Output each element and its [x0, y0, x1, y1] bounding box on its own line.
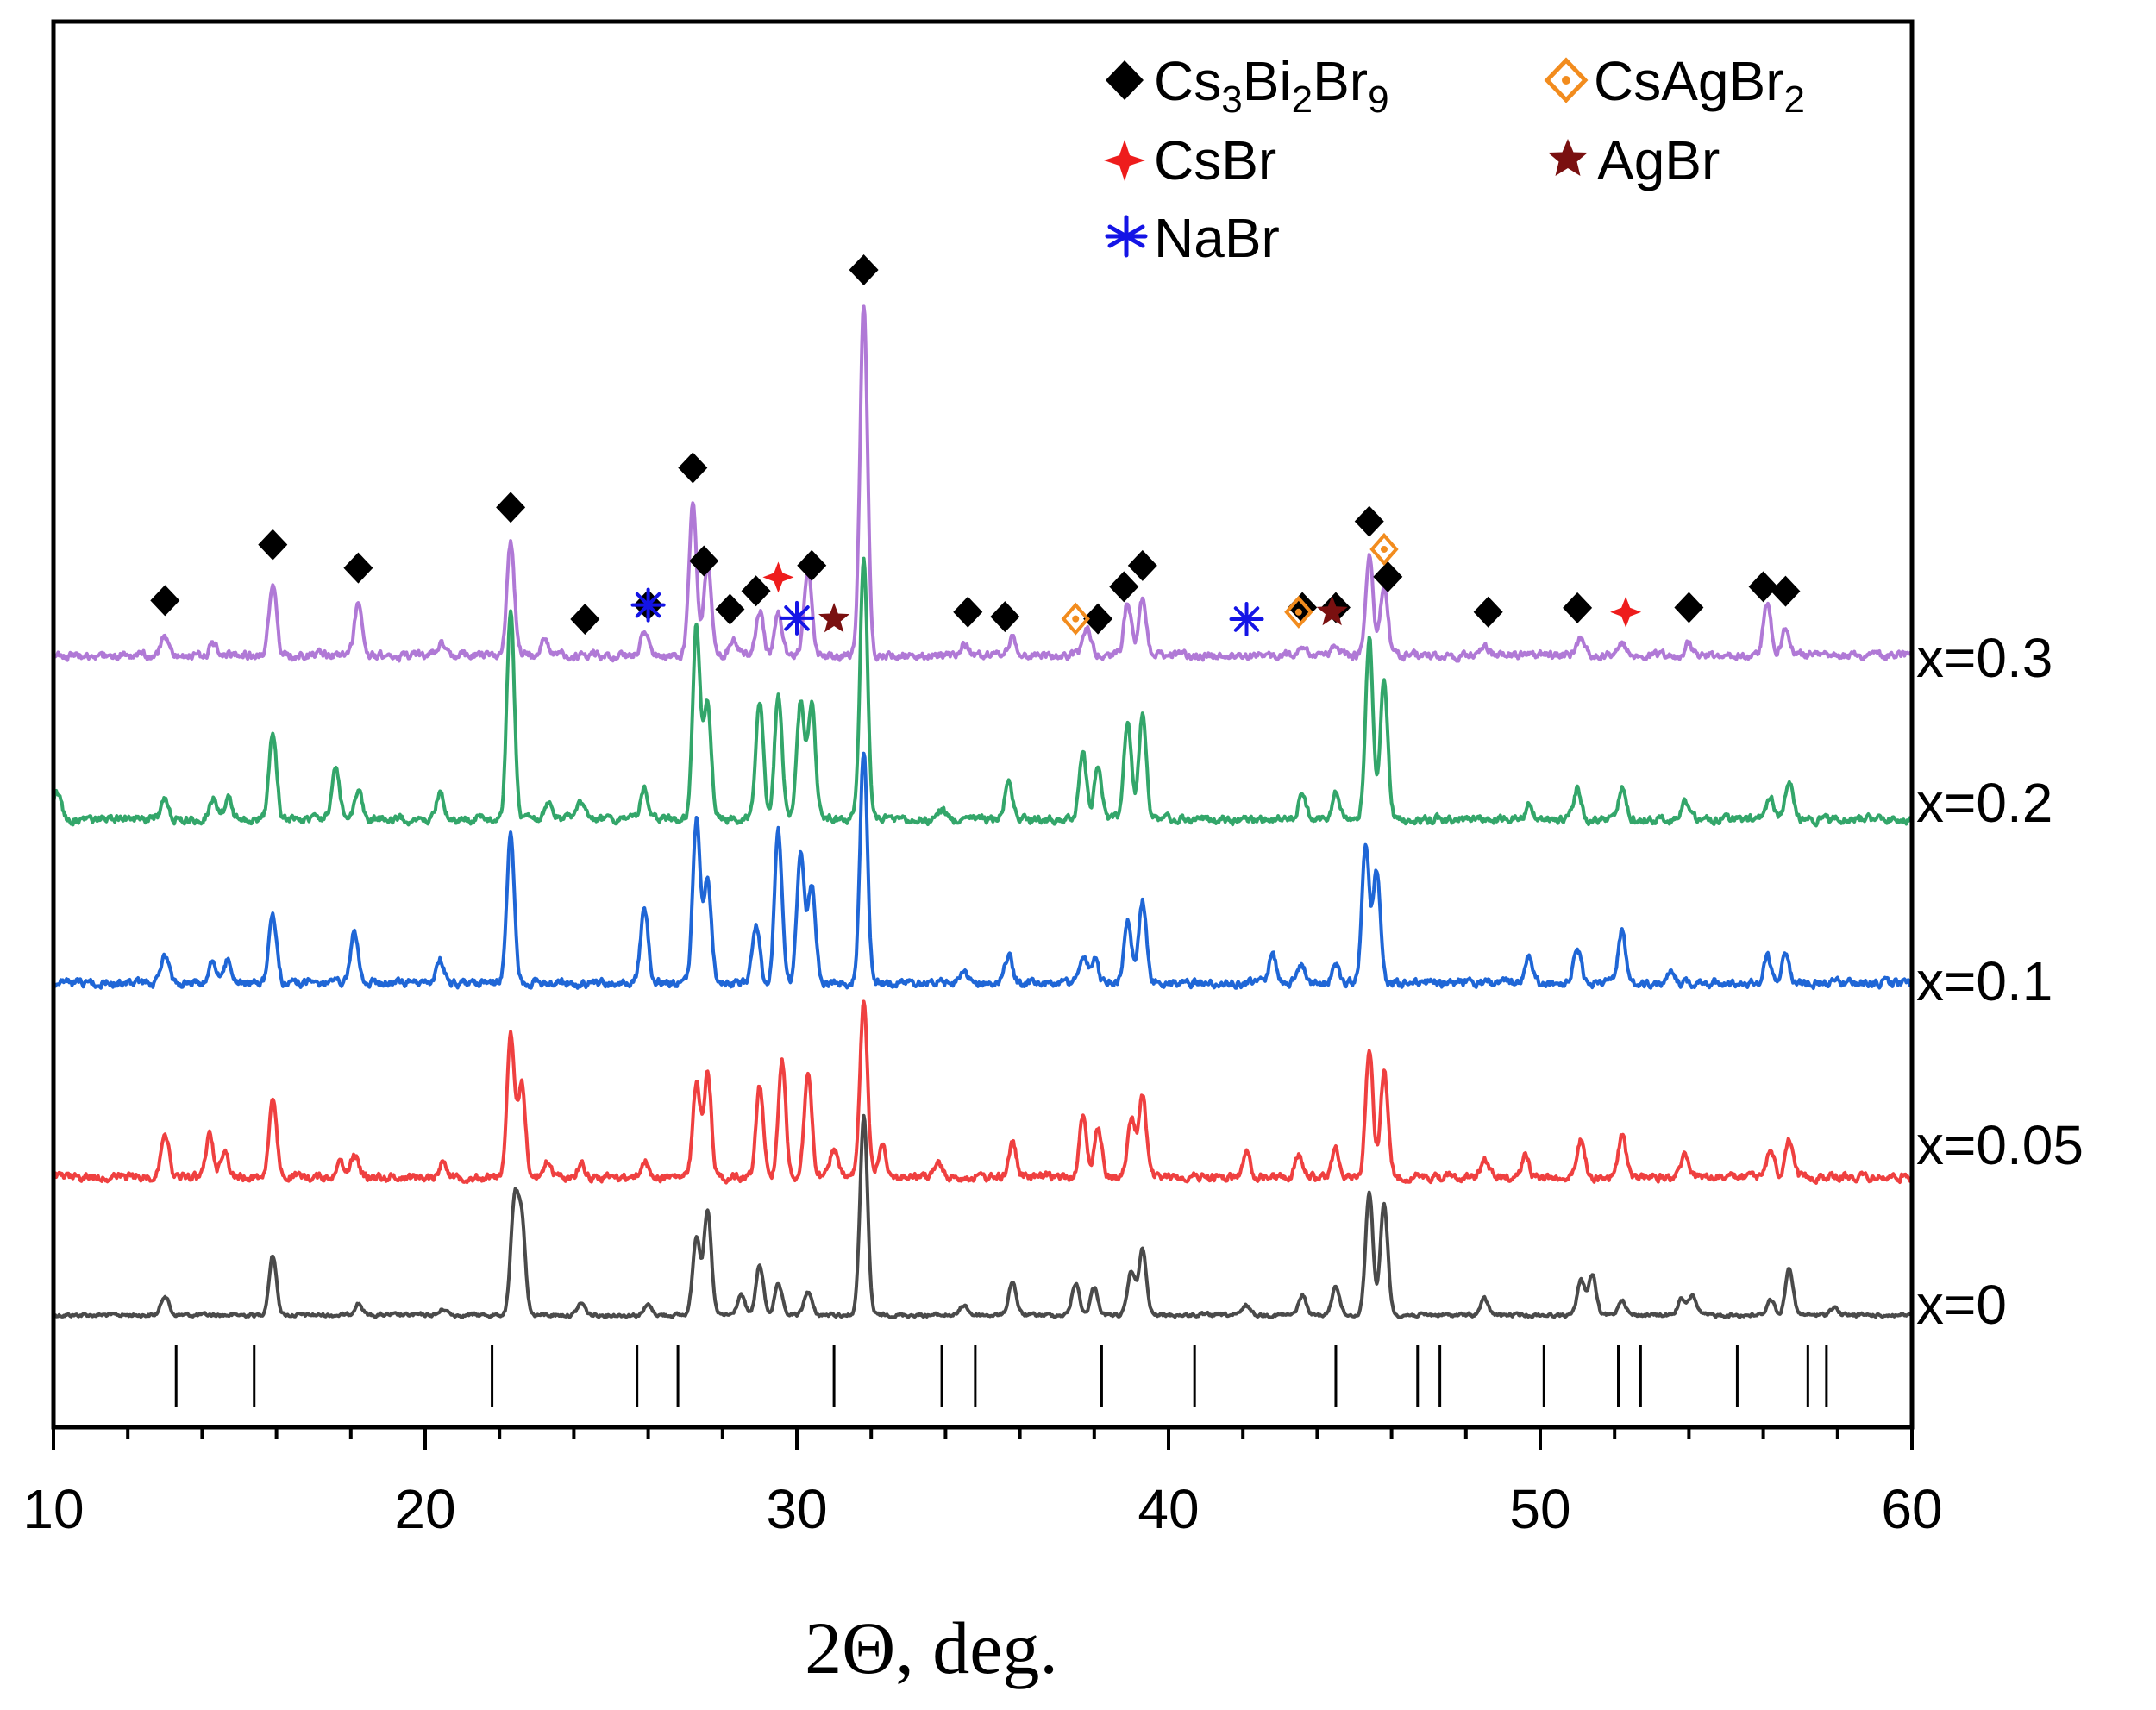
phase-marker-cs3bi2br9	[849, 254, 879, 285]
legend-label-csbr: CsBr	[1154, 129, 1276, 191]
reference-ticks	[174, 1345, 1828, 1407]
phase-marker-agbr	[1316, 595, 1348, 626]
svg-text:CsAgBr2: CsAgBr2	[1594, 50, 1805, 121]
legend-label-agbr: AgBr	[1597, 129, 1720, 191]
phase-marker-cs3bi2br9	[570, 604, 600, 635]
phase-marker-csagbr2	[1061, 602, 1090, 636]
phase-marker-cs3bi2br9	[258, 529, 288, 561]
phase-marker-cs3bi2br9	[741, 575, 771, 607]
phase-marker-cs3bi2br9	[1373, 561, 1403, 592]
phase-marker-cs3bi2br9	[689, 545, 719, 577]
series-line-2	[52, 751, 1914, 990]
series-label-x02: x=0.2	[1916, 772, 2053, 834]
phase-marker-csbr	[1610, 596, 1642, 628]
phase-marker-cs3bi2br9	[496, 492, 526, 523]
phase-marker-cs3bi2br9	[797, 549, 827, 581]
phase-markers	[150, 254, 1801, 636]
x-tick-label: 50	[1509, 1478, 1570, 1540]
phase-marker-csbr	[762, 561, 794, 593]
legend-label-cs3bi2br9: Cs	[1154, 50, 1221, 112]
series-line-3	[52, 556, 1914, 828]
legend-label-nabr: NaBr	[1154, 207, 1280, 269]
legend-item-csagbr2: CsAgBr2	[1544, 50, 1805, 121]
star-icon	[1548, 139, 1588, 176]
phase-marker-csagbr2	[1284, 595, 1313, 629]
four-point-star-icon	[1104, 140, 1145, 181]
phase-marker-nabr	[630, 587, 666, 623]
phase-marker-cs3bi2br9	[1748, 571, 1778, 603]
legend-label-csagbr2: CsAgBr	[1594, 50, 1784, 112]
phase-marker-cs3bi2br9	[343, 552, 373, 584]
phase-marker-cs3bi2br9	[1109, 571, 1139, 603]
series-label-x03: x=0.3	[1916, 627, 2053, 689]
phase-marker-cs3bi2br9	[150, 585, 180, 617]
series-line-1	[52, 999, 1914, 1185]
phase-marker-cs3bi2br9	[1083, 603, 1113, 635]
phase-marker-cs3bi2br9	[1771, 575, 1801, 607]
x-tick-label: 30	[766, 1478, 827, 1540]
series-layer	[52, 304, 1914, 1319]
x-tick-label: 60	[1881, 1478, 1942, 1540]
x-axis-title: 2Θ, deg.	[805, 1607, 1058, 1689]
svg-text:Cs3Bi2Br9: Cs3Bi2Br9	[1154, 50, 1389, 121]
phase-marker-nabr	[780, 600, 814, 636]
series-label-x0: x=0	[1916, 1274, 2007, 1336]
phase-marker-agbr	[818, 603, 850, 633]
phase-marker-cs3bi2br9	[715, 593, 745, 625]
x-tick-label: 10	[22, 1478, 84, 1540]
x-tick-label: 40	[1138, 1478, 1199, 1540]
diamond-icon	[1106, 60, 1144, 100]
phase-marker-cs3bi2br9	[1473, 596, 1503, 628]
legend-item-nabr: NaBr	[1105, 207, 1280, 269]
phase-marker-csagbr2	[1369, 532, 1399, 566]
series-label-x01: x=0.1	[1916, 950, 2053, 1012]
x-tick-label: 20	[394, 1478, 455, 1540]
series-line-0	[52, 1113, 1914, 1319]
legend-item-cs3bi2br9: Cs3Bi2Br9	[1106, 50, 1389, 121]
asterisk-icon	[1105, 215, 1148, 258]
plot-frame	[51, 19, 1915, 1430]
hollow-diamond-icon	[1544, 57, 1589, 103]
phase-marker-cs3bi2br9	[1563, 592, 1593, 623]
phase-marker-cs3bi2br9	[1674, 592, 1704, 623]
series-label-x005: x=0.05	[1916, 1114, 2084, 1176]
phase-marker-cs3bi2br9	[1127, 549, 1157, 581]
legend: Cs3Bi2Br9 CsAgBr2 CsBr AgBr NaBr	[1104, 50, 1805, 269]
phase-marker-cs3bi2br9	[1354, 505, 1384, 537]
series-line-4	[52, 304, 1914, 663]
legend-item-agbr: AgBr	[1548, 129, 1720, 191]
x-axis: 10 20 30 40 50 60	[22, 1427, 1943, 1540]
phase-marker-cs3bi2br9	[678, 452, 708, 484]
phase-marker-cs3bi2br9	[990, 601, 1020, 633]
legend-item-csbr: CsBr	[1104, 129, 1276, 191]
phase-marker-cs3bi2br9	[953, 596, 983, 628]
phase-marker-nabr	[1229, 602, 1264, 636]
